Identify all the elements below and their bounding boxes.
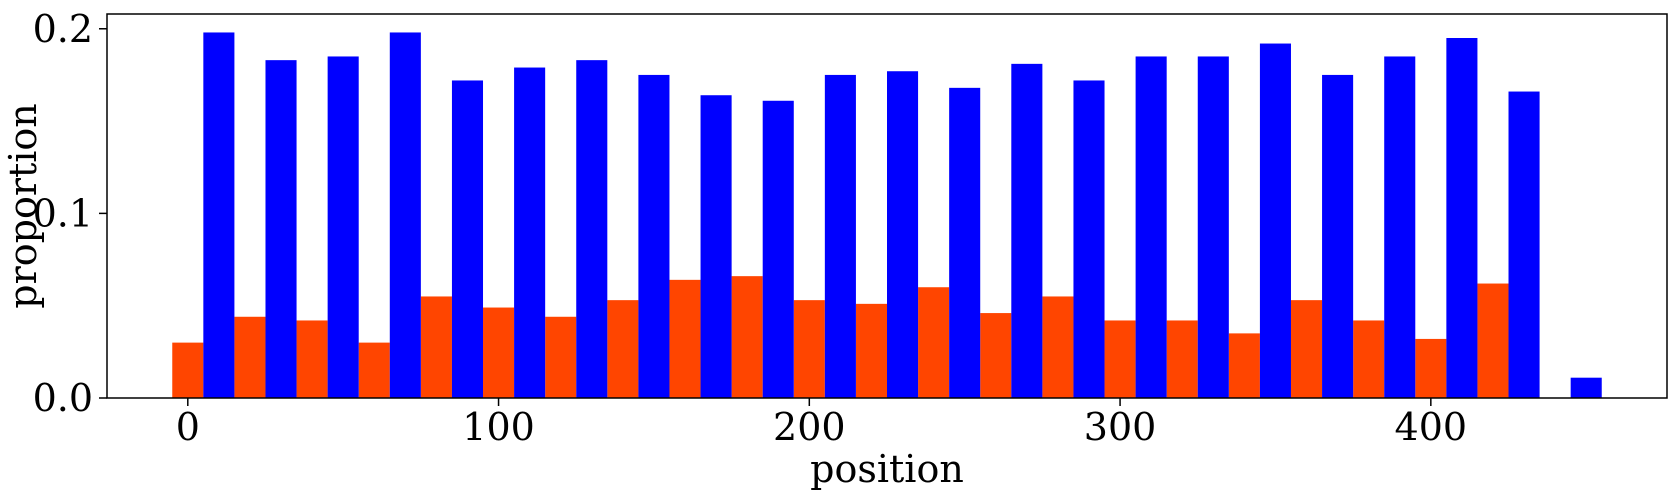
bar-series-1-280 [1042, 296, 1074, 398]
x-tick-label: 200 [773, 405, 846, 449]
x-axis-label: position [810, 447, 964, 491]
bar-series-1-140 [607, 300, 639, 398]
bar-series-2-10 [203, 32, 235, 398]
bar-series-1-60 [358, 342, 390, 398]
bar-series-2-310 [1135, 56, 1167, 398]
bar-series-2-390 [1384, 56, 1416, 398]
bar-series-2-150 [638, 74, 670, 398]
bar-series-1-220 [855, 303, 887, 398]
bar-series-1-380 [1353, 320, 1385, 398]
y-axis-label: proportion [1, 103, 45, 309]
bar-series-2-290 [1073, 80, 1105, 398]
y-axis-ticks: 0.0 0.1 0.2 [33, 7, 107, 420]
bar-series-2-70 [389, 32, 421, 398]
bar-series-1-340 [1228, 333, 1260, 398]
bar-series-2-190 [762, 100, 794, 399]
x-tick-label: 0 [176, 405, 200, 449]
bar-series-1-80 [420, 296, 452, 398]
bar-series-2-350 [1259, 43, 1291, 399]
bar-series-1-260 [980, 313, 1012, 398]
bar-series-1-200 [793, 300, 825, 398]
bar-series-2-50 [327, 56, 359, 398]
bar-series-2-30 [265, 60, 297, 399]
bar-series-2-110 [514, 67, 546, 399]
bar-series-2-330 [1197, 56, 1229, 398]
bar-series-1-300 [1104, 320, 1136, 398]
x-tick-label: 300 [1084, 405, 1157, 449]
bar-series-1-160 [669, 279, 701, 398]
bar-series-1-320 [1166, 320, 1198, 398]
bar-series-1-240 [918, 287, 950, 398]
bar-series-2-130 [576, 60, 608, 399]
bar-series-2-90 [451, 80, 484, 398]
bar-series-1-420 [1477, 283, 1509, 398]
bar-series-1-400 [1415, 338, 1447, 398]
plot-frame [106, 13, 1668, 399]
bar-series-2-210 [824, 74, 856, 398]
y-tick-label: 0.1 [33, 191, 93, 235]
x-tick-label: 400 [1395, 405, 1468, 449]
bar-series-1-0 [172, 342, 204, 398]
bar-series-2-370 [1322, 74, 1354, 398]
bar-series-2-450 [1570, 377, 1602, 398]
bar-series-2-230 [887, 71, 919, 398]
bar-series-2-170 [700, 95, 732, 398]
bar-series-1-360 [1290, 300, 1323, 398]
bar-series-1-40 [296, 320, 328, 398]
bar-series-1-100 [483, 307, 515, 398]
y-tick-label: 0.2 [33, 7, 93, 51]
x-axis-ticks: 0 100 200 300 400 [176, 398, 1467, 449]
bar-series-2-430 [1508, 91, 1540, 399]
bar-series-1-180 [731, 276, 763, 398]
x-tick-label: 100 [462, 405, 535, 449]
bar-series-2-270 [1011, 63, 1043, 398]
bar-series-2-250 [949, 87, 981, 398]
y-tick-label: 0.0 [33, 376, 93, 420]
bars-layer [172, 32, 1602, 399]
bar-series-1-120 [545, 316, 577, 398]
bar-series-2-410 [1446, 38, 1478, 398]
bar-series-1-20 [234, 316, 266, 398]
